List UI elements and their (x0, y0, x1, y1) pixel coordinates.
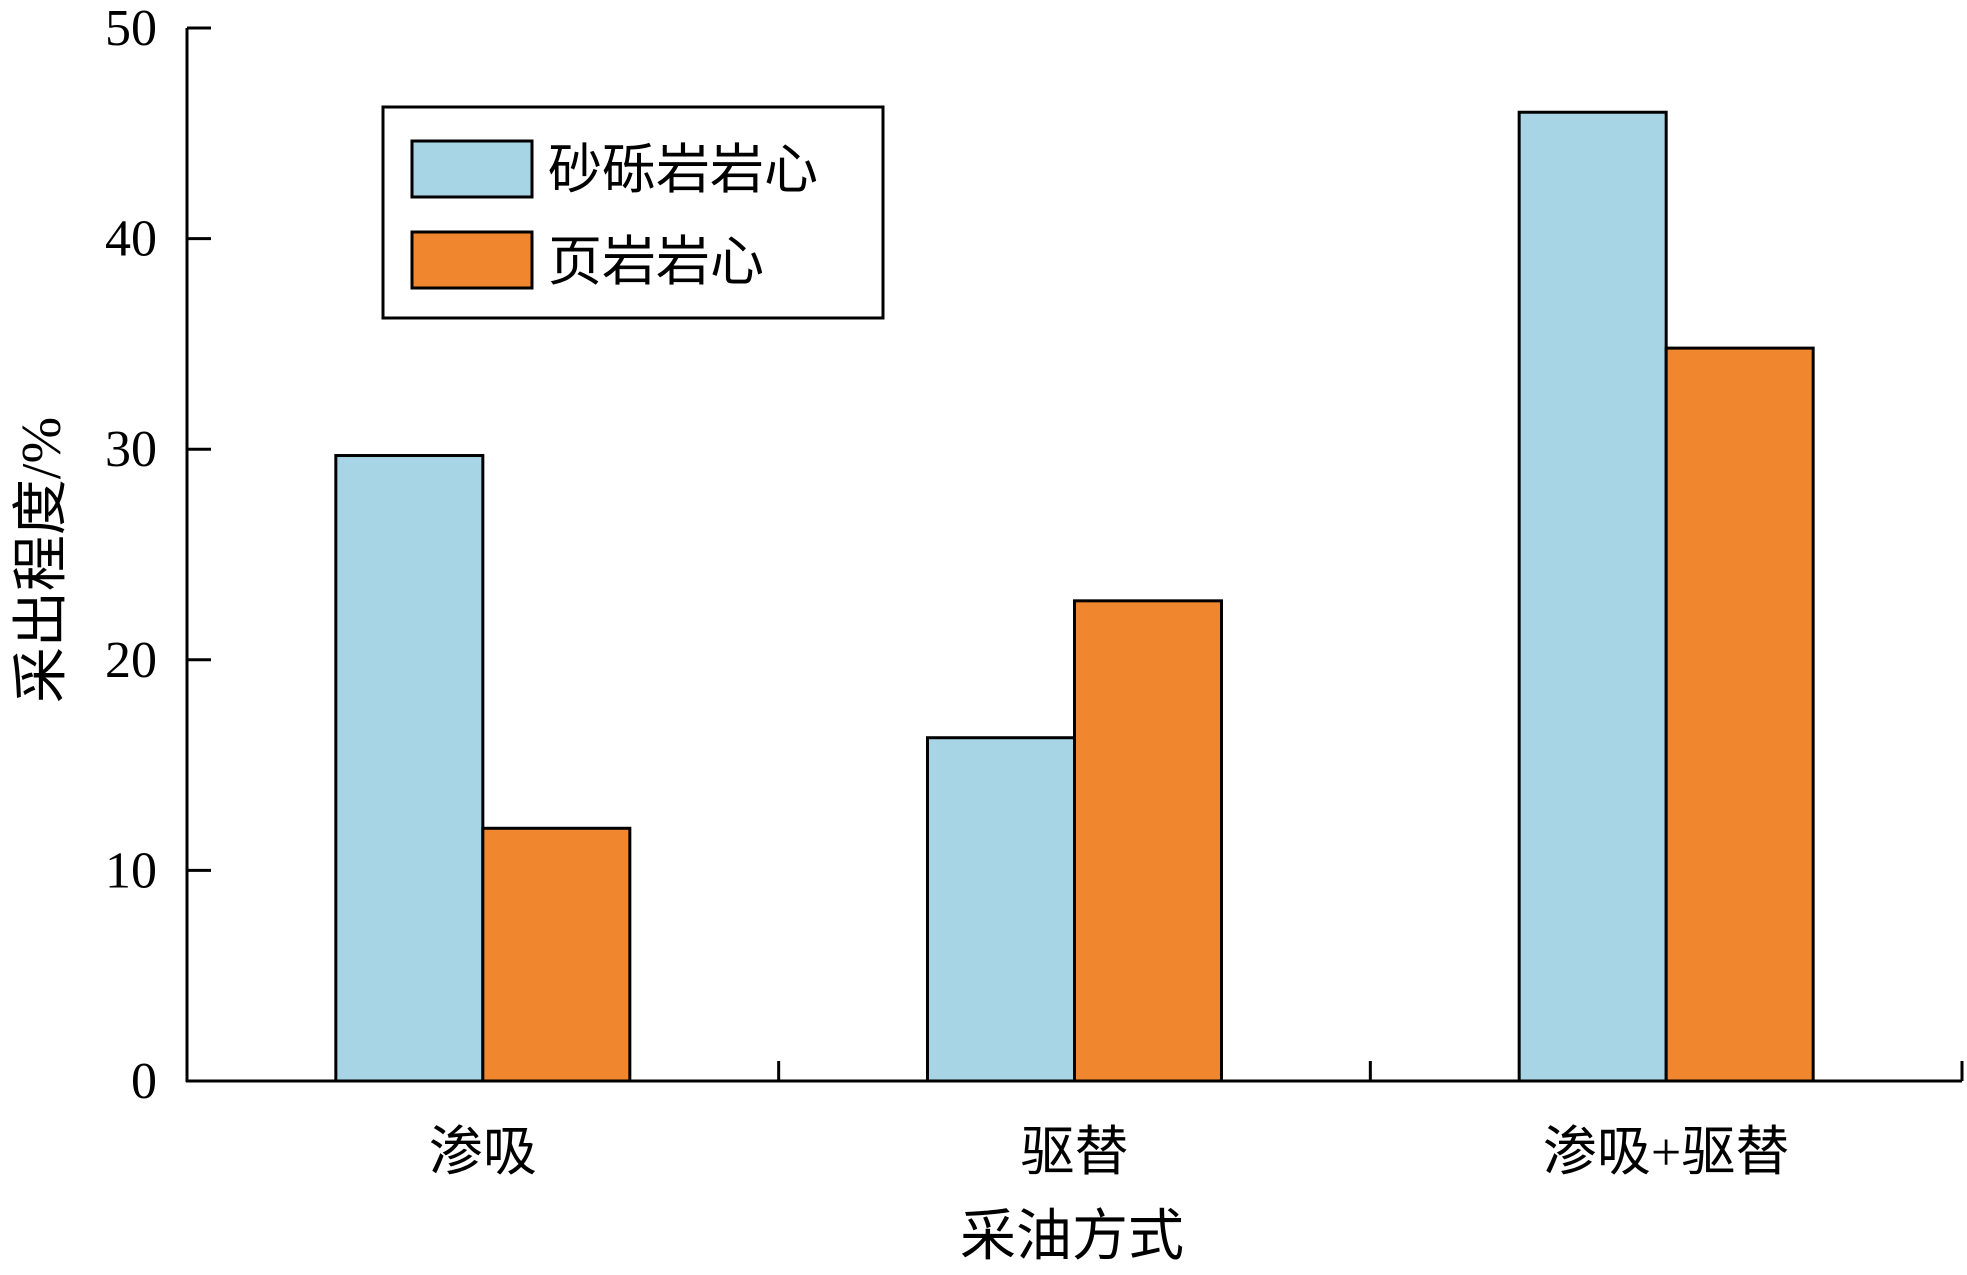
x-category-label: 驱替 (1021, 1122, 1129, 1182)
y-tick-label: 50 (105, 0, 157, 57)
y-tick-label: 40 (105, 211, 157, 268)
y-axis-title: 采出程度/% (11, 417, 73, 703)
bar-sandstone-1 (926, 736, 1076, 1083)
bar-sandstone-2 (1517, 110, 1668, 1083)
legend-label-sandstone: 砂砾岩岩心 (548, 140, 818, 200)
bars-layer (334, 110, 1815, 1083)
y-tick-label: 30 (105, 421, 157, 478)
x-category-label: 渗吸+驱替 (1543, 1122, 1789, 1182)
bar-shale-2 (1664, 346, 1815, 1083)
legend-label-shale: 页岩岩心 (548, 232, 764, 292)
y-ticks: 0 10 20 30 40 50 (105, 0, 211, 1110)
bar-shale-1 (1073, 599, 1223, 1083)
legend-swatch-sandstone (410, 139, 534, 199)
x-category-label: 渗吸 (429, 1122, 537, 1182)
bar-sandstone-0 (334, 454, 485, 1083)
y-tick-label: 10 (105, 842, 157, 899)
x-axis-title: 采油方式 (960, 1206, 1184, 1268)
bar-shale-0 (481, 826, 632, 1083)
x-ticks: 渗吸 驱替 渗吸+驱替 (429, 1061, 1964, 1182)
y-tick-label: 20 (105, 632, 157, 689)
y-tick-label: 0 (131, 1053, 157, 1110)
axes (185, 28, 1962, 1083)
legend-swatch-shale (410, 230, 534, 290)
legend: 砂砾岩岩心 页岩岩心 (381, 105, 885, 320)
